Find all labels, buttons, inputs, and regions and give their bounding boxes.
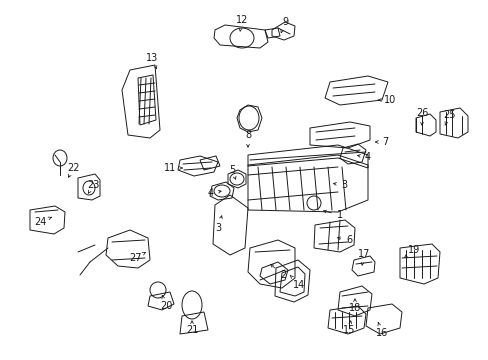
Text: 10: 10	[377, 95, 395, 105]
Text: 14: 14	[289, 275, 305, 290]
Text: 25: 25	[442, 110, 454, 125]
Text: 9: 9	[280, 17, 287, 33]
Text: 17: 17	[357, 249, 369, 265]
Text: 22: 22	[68, 163, 80, 177]
Text: 2: 2	[270, 264, 285, 280]
Text: 19: 19	[404, 245, 419, 257]
Text: 6: 6	[337, 235, 351, 245]
Text: 21: 21	[185, 321, 198, 335]
Text: 24: 24	[34, 217, 52, 227]
Text: 8: 8	[244, 130, 250, 147]
Text: 3: 3	[333, 180, 346, 190]
Text: 12: 12	[235, 15, 248, 31]
Text: 15: 15	[342, 321, 354, 335]
Text: 3: 3	[215, 216, 222, 233]
Text: 4: 4	[207, 188, 221, 198]
Text: 23: 23	[87, 180, 99, 193]
Text: 26: 26	[415, 108, 427, 125]
Text: 16: 16	[375, 323, 387, 338]
Text: 4: 4	[357, 152, 370, 162]
Text: 27: 27	[129, 252, 145, 263]
Text: 5: 5	[228, 165, 235, 179]
Text: 18: 18	[348, 299, 360, 313]
Text: 7: 7	[375, 137, 387, 147]
Text: 11: 11	[163, 163, 182, 173]
Text: 1: 1	[323, 210, 343, 220]
Text: 13: 13	[145, 53, 158, 69]
Text: 20: 20	[160, 296, 172, 311]
